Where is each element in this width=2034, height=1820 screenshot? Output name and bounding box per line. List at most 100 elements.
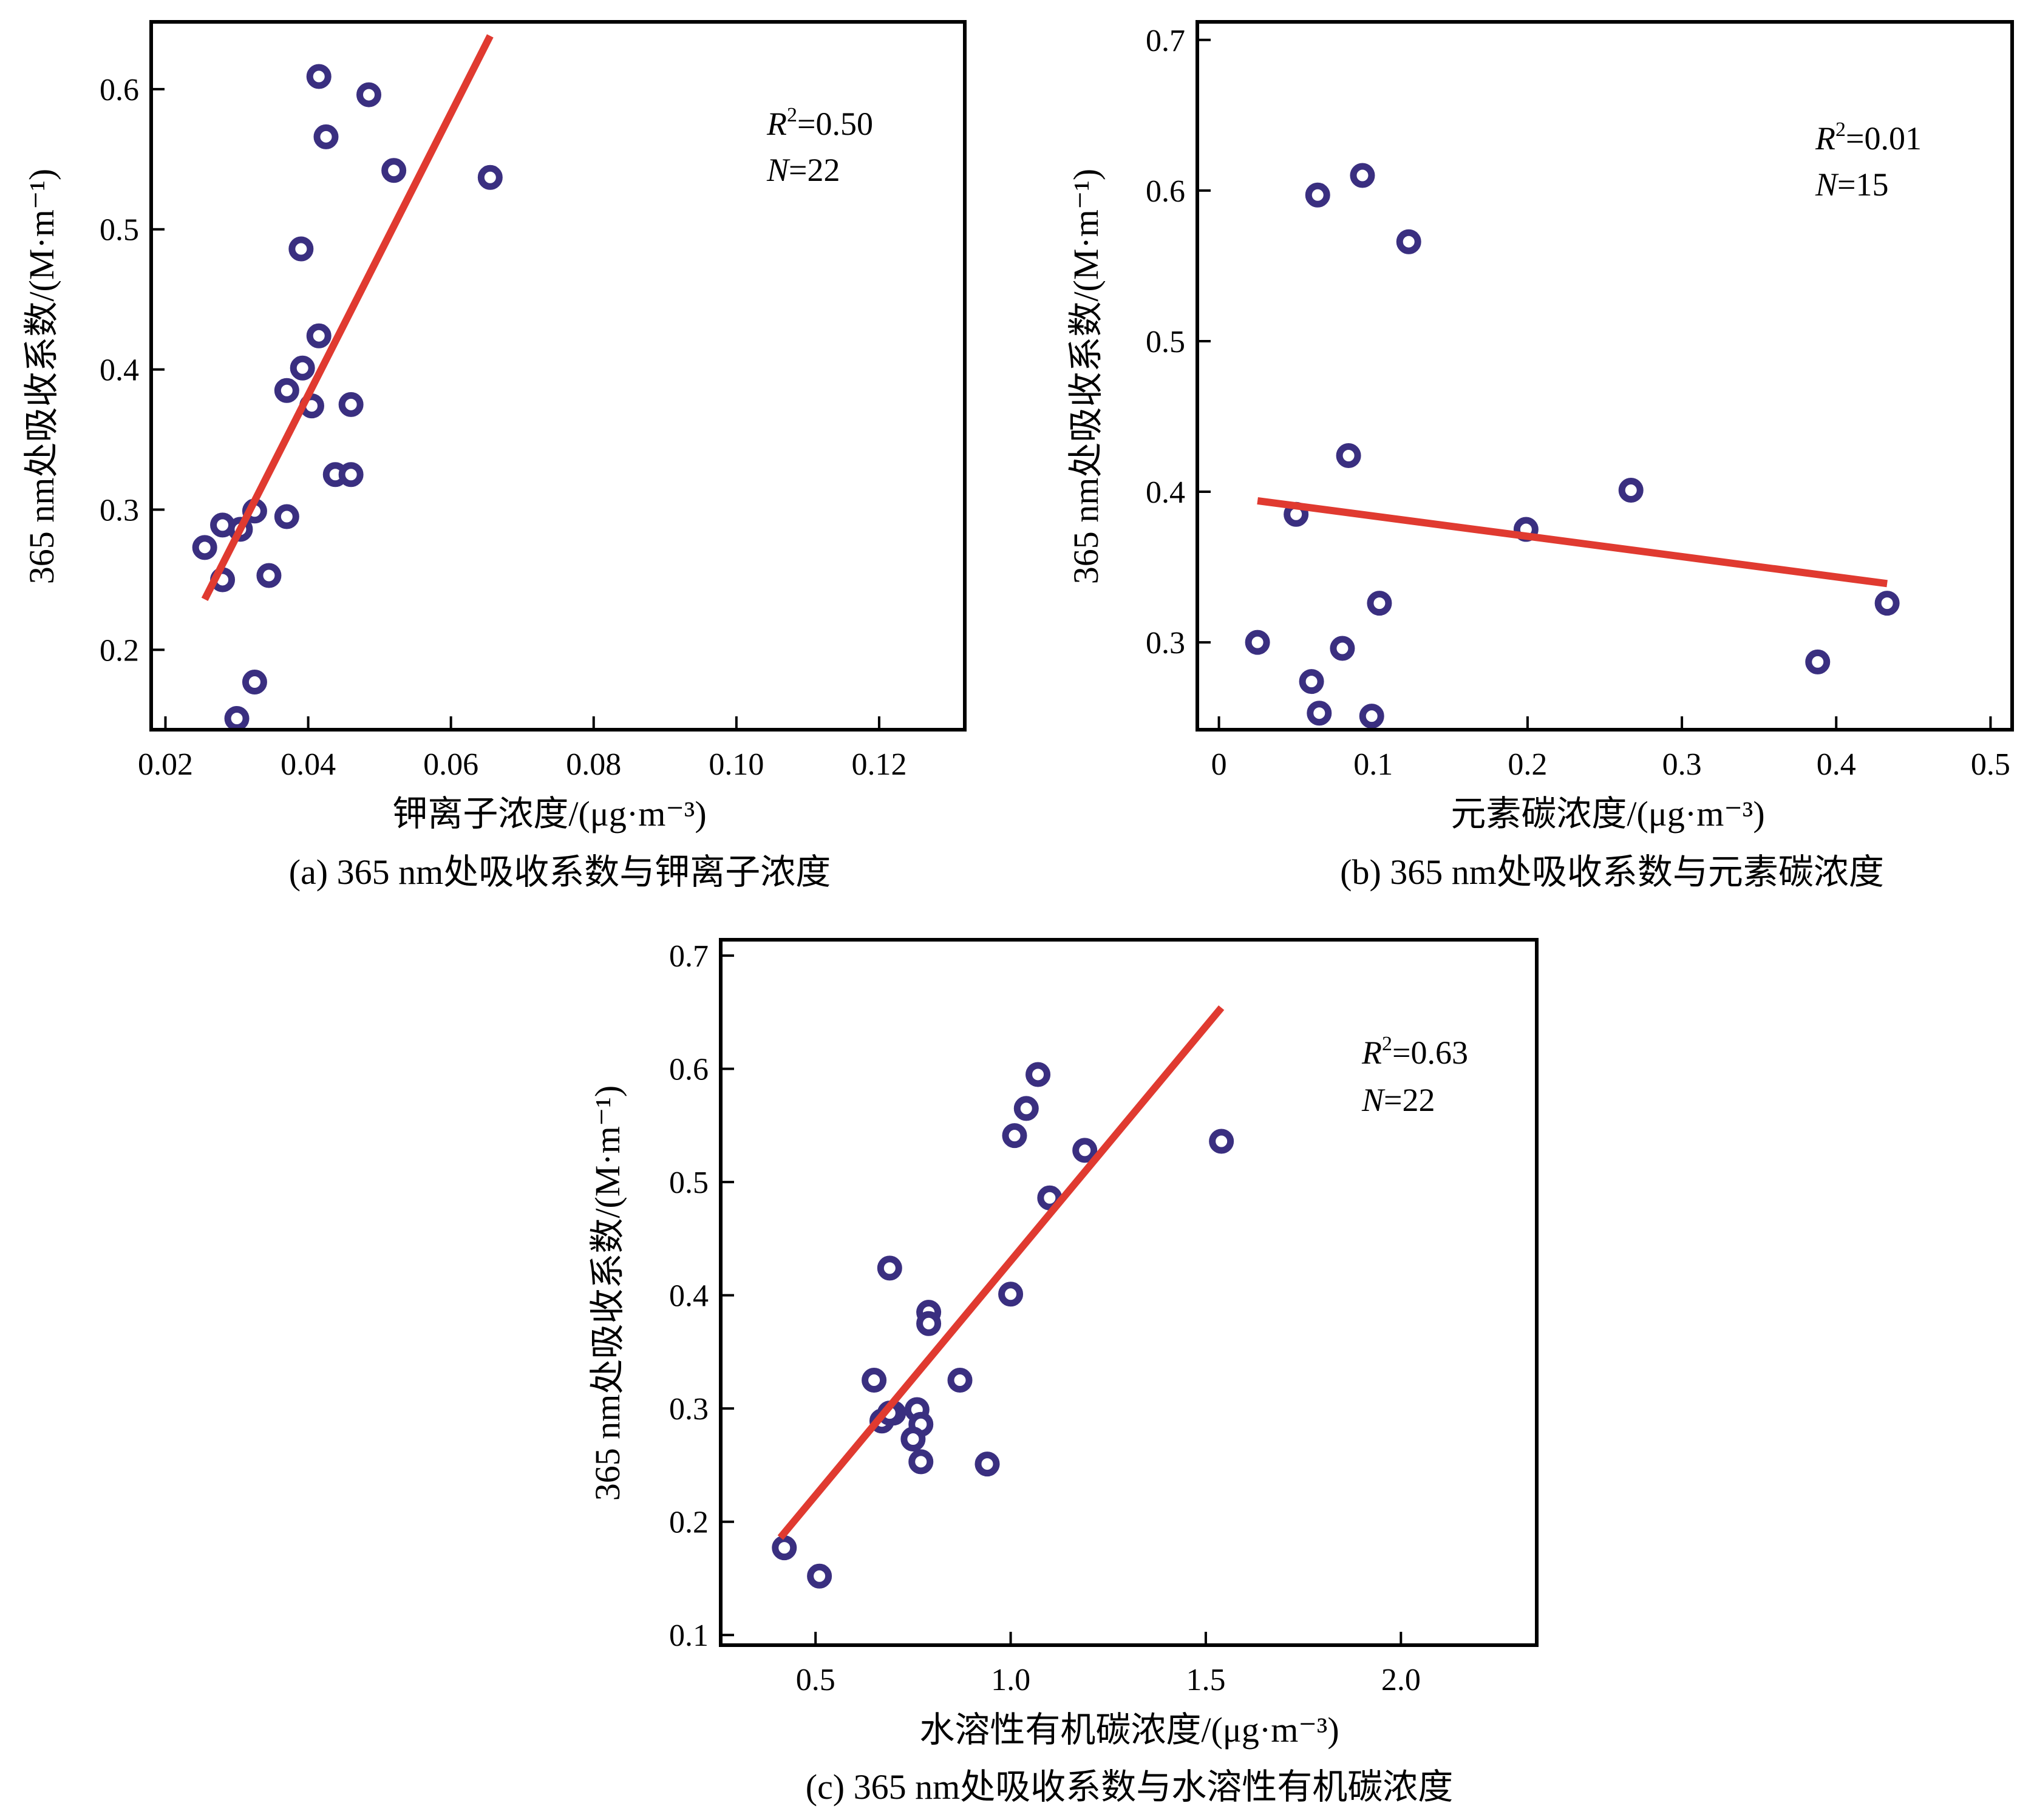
panel-b-ytick-label: 0.5 xyxy=(1146,325,1185,359)
panel-c-ytick-label: 0.4 xyxy=(669,1279,709,1314)
panel-c-frame xyxy=(719,938,1539,1647)
panel-a-ytick-label: 0.5 xyxy=(100,213,139,248)
panel-a: 0.02 0.04 0.06 0.08 0.10 0.120.20.30.40.50.6 … xyxy=(22,20,967,892)
panel-b-data-point xyxy=(1359,704,1384,729)
panel-a-data-point xyxy=(290,355,315,381)
panel-a-data-point xyxy=(381,158,407,183)
panel-c-data-point xyxy=(1026,1062,1051,1087)
panel-b-annotation: R2=0.01 N=15 xyxy=(1815,118,1922,203)
panel-a-xtick-label: 0.02 xyxy=(138,747,193,782)
panel-b-plot: 0 0.1 0.2 0.3 0.4 0.5 0.3 0.4 0.5 0.6 0.7 xyxy=(1146,24,2010,782)
panel-a-data-point xyxy=(192,535,217,560)
panel-b-xtick-label: 0.3 xyxy=(1662,747,1702,782)
panel-c-ytick-label: 0.7 xyxy=(669,939,709,974)
panel-c-caption: (c) 365 nm处吸收系数与水溶性有机碳浓度 xyxy=(806,1767,1454,1807)
panel-b-ytick-label: 0.7 xyxy=(1146,24,1185,58)
panel-c-xtick-label: 2.0 xyxy=(1381,1663,1421,1697)
panel-c-ytick-label: 0.6 xyxy=(669,1053,709,1087)
panel-b-ylabel: 365 nm处吸收系数/(M·m⁻¹) xyxy=(1066,169,1106,584)
panel-a-data-point xyxy=(306,64,332,89)
panel-c-data-point xyxy=(908,1449,934,1475)
panel-a-annotation: R2=0.50 N=22 xyxy=(766,104,873,188)
panel-a-frame xyxy=(149,20,967,732)
panel-a-data-point xyxy=(338,392,364,417)
panel-c-data-point xyxy=(862,1368,887,1393)
panel-c-ytick-label: 0.5 xyxy=(669,1166,709,1200)
panel-a-ylabel: 365 nm处吸收系数/(M·m⁻¹) xyxy=(22,169,61,584)
panel-a-data-point xyxy=(288,236,314,262)
panel-b-ytick-label: 0.4 xyxy=(1146,475,1185,510)
panel-b-frame xyxy=(1196,20,2014,732)
panel-b-ytick-label: 0.6 xyxy=(1146,174,1185,209)
panel-b-data-point xyxy=(1336,443,1361,468)
panel-c-ytick-label: 0.2 xyxy=(669,1506,709,1540)
panel-a-data-point xyxy=(224,706,250,732)
panel-b-n: N=15 xyxy=(1815,166,1889,203)
panel-c-data-point xyxy=(807,1563,832,1589)
panel-b-xtick-label: 0.1 xyxy=(1353,747,1393,782)
panel-a-data-point xyxy=(356,82,382,107)
panel-c-data-point xyxy=(900,1427,926,1452)
panel-b-data-point xyxy=(1330,636,1355,661)
panel-b-fit-line xyxy=(1257,497,1888,588)
panel-b-caption: (b) 365 nm处吸收系数与元素碳浓度 xyxy=(1340,852,1884,892)
panel-c-data-point xyxy=(1002,1123,1027,1149)
panel-b-r2: R2=0.01 xyxy=(1815,118,1922,157)
panel-b-xlabel: 元素碳浓度/(μg·m⁻³) xyxy=(1451,794,1764,834)
panel-c-r2: R2=0.63 xyxy=(1361,1033,1468,1071)
panel-a-n: N=22 xyxy=(766,152,840,188)
panel-c: 0.5 1.0 1.5 2.0 0.1 0.2 0.3 0.4 0.5 0.6 0.7 R2=0.6… xyxy=(588,938,1539,1807)
panel-a-ytick-label: 0.2 xyxy=(100,633,139,668)
panel-c-data-point xyxy=(772,1535,797,1561)
panel-c-xlabel: 水溶性有机碳浓度/(μg·m⁻³) xyxy=(919,1710,1339,1750)
panel-a-data-point xyxy=(306,323,332,348)
panel-a-ytick-label: 0.6 xyxy=(100,73,139,107)
panel-b-data-point xyxy=(1245,630,1270,655)
panel-c-ylabel: 365 nm处吸收系数/(M·m⁻¹) xyxy=(588,1085,627,1501)
panel-c-n: N=22 xyxy=(1361,1082,1435,1118)
panel-b-xtick-label: 0.4 xyxy=(1817,747,1856,782)
panel-b-data-point xyxy=(1305,182,1330,208)
panel-c-xtick-label: 1.0 xyxy=(991,1663,1030,1697)
panel-a-data-point xyxy=(256,563,282,588)
panel-a-fit-line xyxy=(201,34,494,601)
panel-c-ytick-label: 0.1 xyxy=(669,1618,709,1653)
panel-a-xtick-label: 0.04 xyxy=(281,747,336,782)
panel-c-xtick-label: 0.5 xyxy=(796,1663,835,1697)
panel-a-xtick-label: 0.12 xyxy=(851,747,906,782)
panel-c-plot: 0.5 1.0 1.5 2.0 0.1 0.2 0.3 0.4 0.5 0.6 0.7 xyxy=(669,939,1421,1697)
panel-a-ytick-label: 0.4 xyxy=(100,353,139,388)
panel-a-data-point xyxy=(338,462,364,487)
panel-c-data-point xyxy=(1209,1129,1234,1154)
panel-a-data-point xyxy=(242,669,267,694)
panel-a-r2: R2=0.50 xyxy=(766,104,873,142)
panel-b-data-point xyxy=(1307,701,1332,726)
panel-c-data-point xyxy=(974,1452,1000,1477)
panel-a-data-point xyxy=(274,504,299,529)
panel-b-data-point xyxy=(1367,591,1392,616)
panel-a-xtick-label: 0.06 xyxy=(423,747,478,782)
panel-c-data-point xyxy=(877,1255,902,1281)
panel-a-data-point xyxy=(477,165,503,190)
panel-b: 0 0.1 0.2 0.3 0.4 0.5 0.3 0.4 0.5 0.6 0.7 R2=0.01 … xyxy=(1066,20,2014,892)
panel-b-xtick-label: 0.2 xyxy=(1508,747,1547,782)
panel-c-data-point xyxy=(1013,1096,1039,1121)
panel-a-data-point xyxy=(313,124,339,149)
panel-c-xtick-label: 1.5 xyxy=(1186,1663,1225,1697)
panel-a-plot: 0.02 0.04 0.06 0.08 0.10 0.12 0.2 0.3 0.4 0.5 0.6 xyxy=(100,34,906,782)
panel-b-xtick-label: 0.5 xyxy=(1971,747,2010,782)
panel-b-data-point xyxy=(1299,669,1324,694)
panel-b-ytick-label: 0.3 xyxy=(1146,626,1185,660)
panel-a-xlabel: 钾离子浓度/(μg·m⁻³) xyxy=(392,794,706,834)
panel-b-data-point xyxy=(1350,163,1375,188)
panel-c-annotation: R2=0.63 N=22 xyxy=(1361,1033,1468,1118)
panel-c-data-point xyxy=(947,1368,973,1393)
panel-c-data-point xyxy=(916,1311,942,1336)
panel-a-xtick-label: 0.10 xyxy=(709,747,764,782)
panel-b-data-point xyxy=(1805,649,1831,674)
panel-c-data-point xyxy=(1072,1138,1098,1163)
panel-b-xtick-label: 0 xyxy=(1211,747,1227,782)
panel-a-caption: (a) 365 nm处吸收系数与钾离子浓度 xyxy=(289,852,831,892)
panel-a-data-point xyxy=(274,378,299,403)
